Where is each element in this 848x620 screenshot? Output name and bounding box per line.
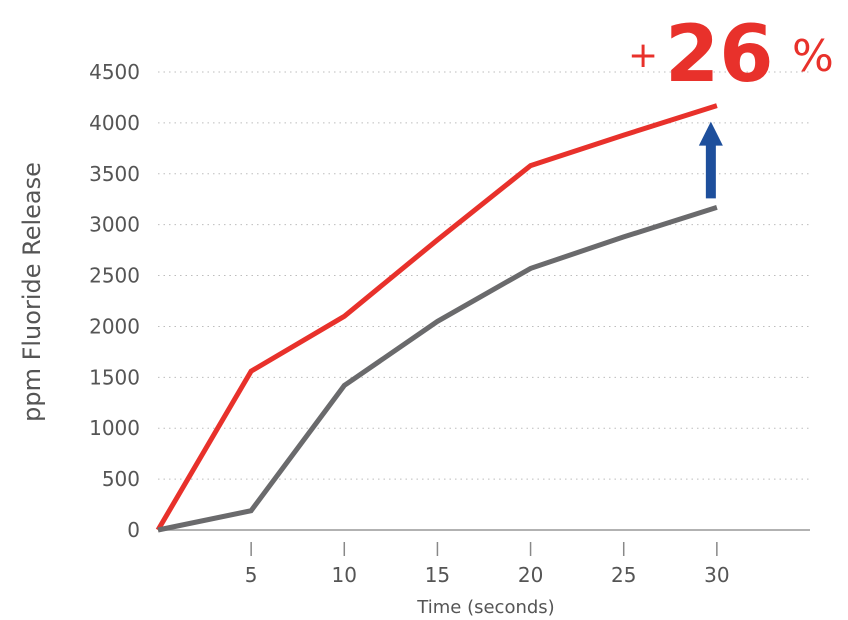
y-tick-label: 1500 [89, 365, 140, 389]
series-line-2 [157, 205, 718, 533]
y-tick-label: 0 [127, 518, 140, 542]
up-arrow-shape [698, 121, 723, 199]
x-tick-label: 25 [611, 563, 636, 587]
annotation-plus: + [628, 35, 658, 76]
x-tick-label: 5 [245, 563, 258, 587]
x-axis: 5 10 15 20 25 30 [158, 529, 810, 587]
x-tick-label: 20 [518, 563, 543, 587]
y-tick-label: 4000 [89, 111, 140, 135]
x-tick-label: 30 [704, 563, 729, 587]
y-axis-title: ppm Fluoride Release [18, 162, 46, 422]
y-tick-label: 1000 [89, 416, 140, 440]
y-tick-label: 4500 [89, 60, 140, 84]
x-axis-title: Time (seconds) [416, 597, 554, 618]
increase-annotation: + 26 % [628, 10, 834, 100]
y-tick-label: 2000 [89, 314, 140, 338]
y-tick-label: 500 [102, 467, 140, 491]
y-tick-label: 2500 [89, 264, 140, 288]
x-tick-label: 10 [332, 563, 357, 587]
annotation-value: 26 [665, 10, 774, 100]
series-line-1 [155, 103, 718, 532]
annotation-suffix: % [792, 31, 834, 82]
x-tick-label: 15 [425, 563, 450, 587]
y-tick-label: 3000 [89, 213, 140, 237]
y-tick-label: 3500 [89, 162, 140, 186]
y-axis-ticks: 0 500 1000 1500 2000 2500 3000 3500 4000 4500 [89, 60, 140, 542]
up-arrow-icon [698, 121, 723, 199]
grid-lines [158, 71, 810, 480]
series-lines [155, 103, 718, 533]
